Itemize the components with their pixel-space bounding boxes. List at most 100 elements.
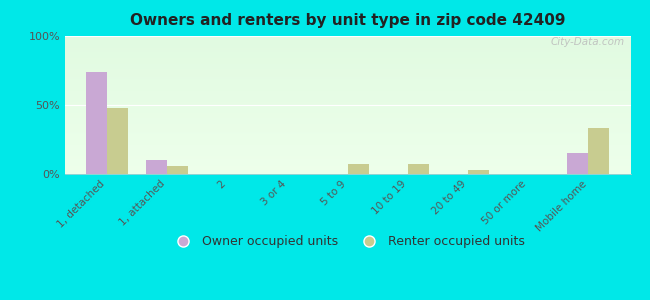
Bar (65, 125, 630, 126)
Bar (65, 129, 630, 130)
Bar (65, 59, 630, 60)
Bar (65, 167, 630, 168)
Bar (65, 130, 630, 131)
Bar (65, 76, 630, 77)
Bar (65, 127, 630, 128)
Bar (65, 74, 630, 75)
Bar (65, 115, 630, 116)
Bar (65, 147, 630, 148)
Bar (65, 135, 630, 136)
Bar (65, 70, 630, 71)
Bar (65, 126, 630, 127)
Bar (65, 119, 630, 120)
Bar (65, 38, 630, 39)
Bar (65, 57, 630, 58)
Bar (65, 132, 630, 133)
Bar (65, 93, 630, 94)
Bar (65, 168, 630, 169)
Bar (65, 137, 630, 138)
Bar (65, 89, 630, 90)
Bar (65, 95, 630, 96)
Bar (65, 146, 630, 147)
Bar (65, 77, 630, 78)
Bar (65, 113, 630, 114)
Bar (107, 108, 128, 174)
Bar (65, 84, 630, 85)
Bar (65, 71, 630, 72)
Bar (65, 145, 630, 146)
Bar (65, 109, 630, 110)
Text: City-Data.com: City-Data.com (551, 38, 625, 47)
Bar (65, 128, 630, 129)
Bar (65, 163, 630, 164)
Bar (65, 48, 630, 49)
Bar (65, 98, 630, 99)
Bar (65, 150, 630, 151)
Bar (65, 155, 630, 156)
Bar (65, 120, 630, 121)
Bar (65, 79, 630, 80)
Bar (65, 161, 630, 162)
Bar (65, 46, 630, 47)
Bar (65, 42, 630, 43)
Bar (65, 166, 630, 167)
Bar (65, 171, 630, 172)
Bar (65, 148, 630, 149)
Bar (65, 37, 630, 38)
Bar (65, 97, 630, 98)
Bar (65, 151, 630, 152)
Bar (65, 139, 630, 140)
Bar (65, 102, 630, 103)
Bar (65, 141, 630, 142)
Bar (65, 121, 630, 122)
Bar (65, 94, 630, 95)
Bar (65, 107, 630, 108)
Bar (65, 101, 630, 102)
Bar (65, 96, 630, 97)
Bar (65, 106, 630, 107)
Bar (65, 91, 630, 92)
Bar (65, 41, 630, 42)
Legend: Owner occupied units, Renter occupied units: Owner occupied units, Renter occupied un… (166, 230, 530, 253)
Bar (65, 54, 630, 55)
Bar (65, 144, 630, 145)
Bar (65, 39, 630, 40)
Bar (65, 152, 630, 153)
Bar (65, 143, 630, 144)
Bar (65, 43, 630, 44)
Bar (65, 140, 630, 141)
Bar (65, 123, 630, 124)
Bar (65, 154, 630, 155)
Bar (65, 49, 630, 50)
Bar (65, 142, 630, 143)
Bar (65, 90, 630, 91)
Bar (65, 61, 630, 62)
Bar (65, 55, 630, 56)
Bar (567, 153, 588, 174)
Bar (65, 86, 630, 87)
Bar (65, 85, 630, 86)
Bar (65, 58, 630, 59)
Bar (65, 63, 630, 64)
Bar (65, 105, 630, 106)
Bar (65, 60, 630, 61)
Bar (65, 62, 630, 63)
Bar (65, 68, 630, 69)
Bar (65, 50, 630, 51)
Bar (65, 138, 630, 139)
Bar (65, 169, 630, 170)
Bar (65, 162, 630, 163)
Title: Owners and renters by unit type in zip code 42409: Owners and renters by unit type in zip c… (130, 13, 566, 28)
Bar (588, 128, 610, 174)
Bar (65, 165, 630, 166)
Bar (65, 159, 630, 160)
Bar (86, 72, 107, 174)
Bar (65, 51, 630, 52)
Bar (65, 73, 630, 74)
Bar (65, 45, 630, 46)
Bar (65, 104, 630, 105)
Bar (65, 81, 630, 82)
Bar (65, 66, 630, 67)
Bar (65, 160, 630, 161)
Bar (65, 53, 630, 54)
